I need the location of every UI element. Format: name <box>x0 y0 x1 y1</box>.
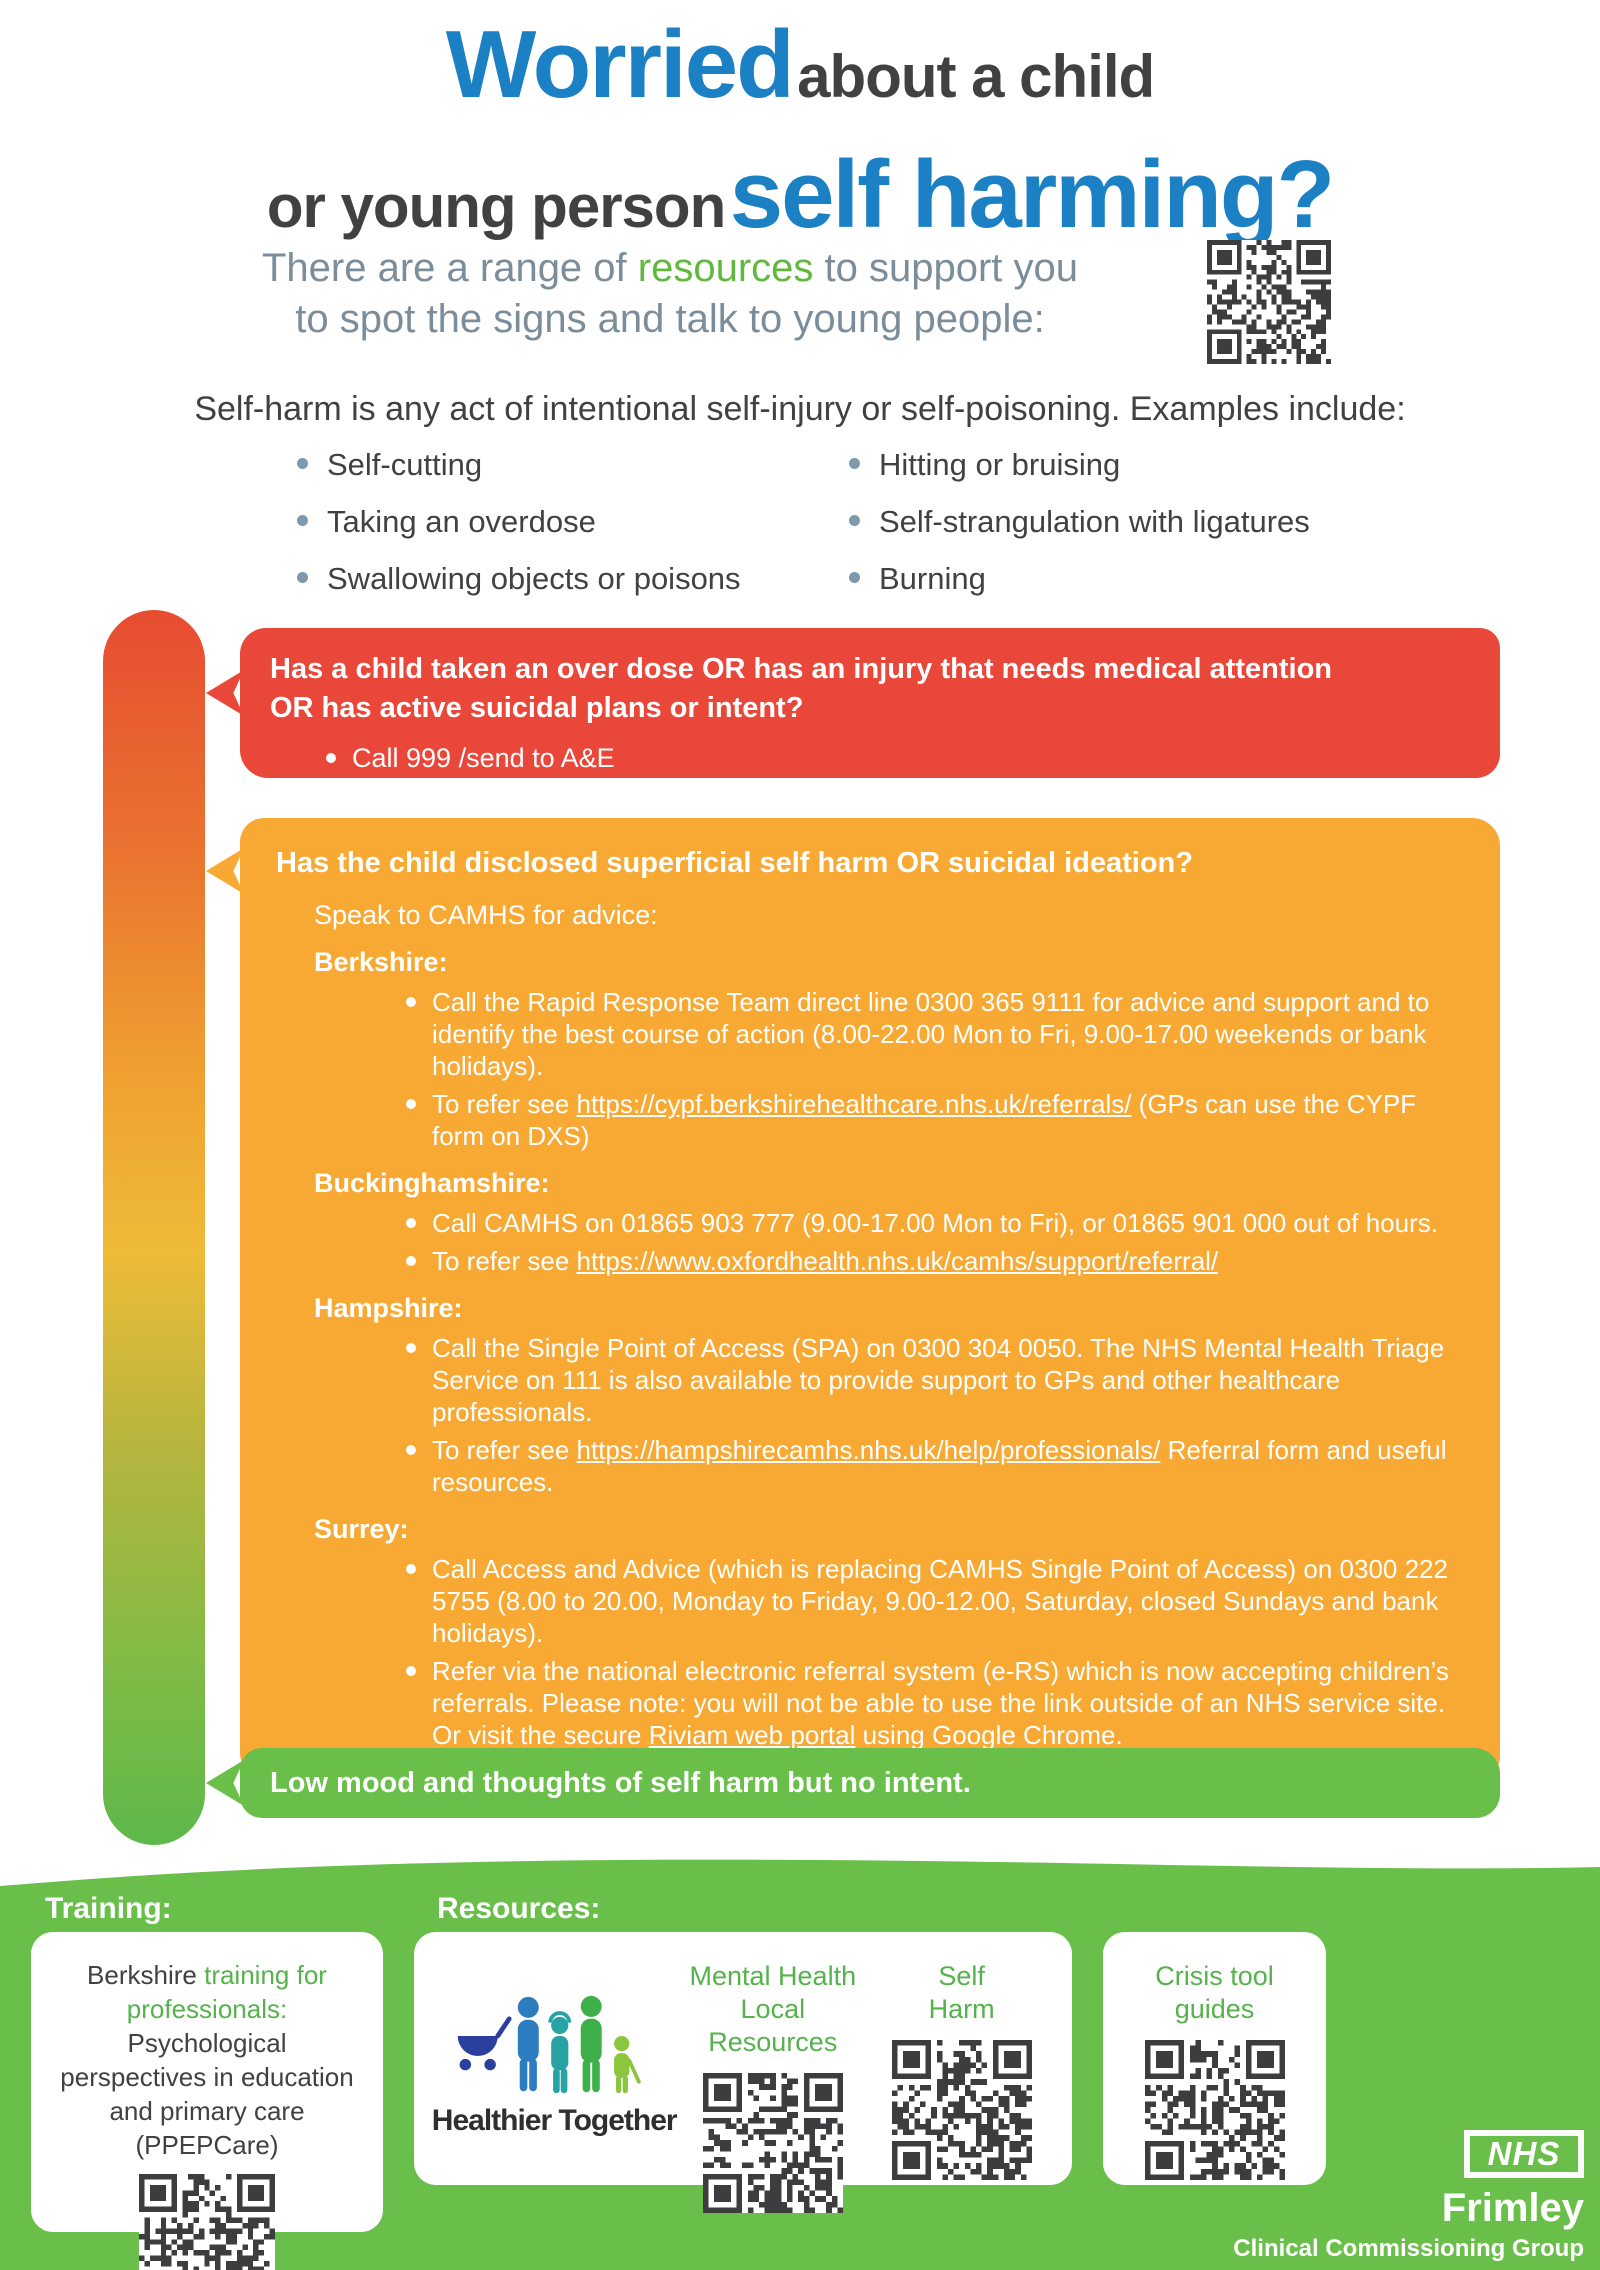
advice-item: Call Access and Advice (which is replaci… <box>404 1553 1464 1649</box>
qr-label: Mental Health Local Resources <box>689 1961 857 2057</box>
healthier-together-wordmark: Healthier Together <box>431 2104 678 2137</box>
region-name: Buckinghamshire: <box>314 1168 550 1198</box>
training-card: Berkshire training for professionals: Ps… <box>31 1932 383 2270</box>
subtitle: There are a range of resources to suppor… <box>150 243 1190 345</box>
examples-column-1: Self-cutting Taking an overdose Swallowi… <box>297 447 741 618</box>
green-heading: Low mood and thoughts of self harm but n… <box>270 1766 971 1799</box>
title-word-selfharming: self harming? <box>729 141 1335 248</box>
resources-label: Resources: <box>437 1892 601 1925</box>
title-line-2: or young person self harming? <box>266 141 1335 248</box>
amber-intro: Speak to CAMHS for advice: <box>314 900 658 930</box>
advice-item: To refer see https://www.oxfordhealth.nh… <box>404 1245 1464 1277</box>
speech-tail <box>206 1760 244 1806</box>
camhs-amber-box: Has the child disclosed superficial self… <box>206 818 1500 1779</box>
riviam-portal-link[interactable]: Riviam web portal <box>648 1720 856 1750</box>
mental-health-resources-block: Mental Health Local Resources <box>678 1950 867 2213</box>
training-label: Training: <box>45 1892 172 1925</box>
qr-label: Self Harm <box>928 1961 995 2024</box>
list-item: Burning <box>849 561 1310 597</box>
region-surrey: Surrey: Call Access and Advice (which is… <box>276 1514 1464 1751</box>
child-figure-teal <box>548 2011 571 2094</box>
nhs-branding: NHS Frimley Clinical Commissioning Group <box>1024 2130 1584 2263</box>
hampshire-referral-link[interactable]: https://hampshirecamhs.nhs.uk/help/profe… <box>576 1435 1161 1465</box>
amber-heading: Has the child disclosed superficial self… <box>276 847 1193 879</box>
region-hampshire: Hampshire: Call the Single Point of Acce… <box>276 1293 1464 1498</box>
region-name: Berkshire: <box>314 947 448 977</box>
mental-health-qr-code <box>702 2073 843 2213</box>
title-word-worried: Worried <box>445 11 795 118</box>
severity-gradient-bar <box>103 610 205 1845</box>
list-item: Self-cutting <box>297 447 741 483</box>
low-mood-green-box: Low mood and thoughts of self harm but n… <box>206 1748 1500 1818</box>
list-item: Taking an overdose <box>297 504 741 540</box>
region-name: Surrey: <box>314 1514 409 1544</box>
speech-tail <box>206 670 244 716</box>
definition-intro: Self-harm is any act of intentional self… <box>194 390 1406 428</box>
resources-card: Healthier Together Mental Health Local R… <box>414 1932 1072 2213</box>
advice-item: To refer see https://cypf.berkshirehealt… <box>404 1088 1464 1152</box>
buckinghamshire-referral-link[interactable]: https://www.oxfordhealth.nhs.uk/camhs/su… <box>576 1246 1219 1276</box>
adult-figure-green <box>580 1995 602 2093</box>
list-item: Self-strangulation with ligatures <box>849 504 1310 540</box>
emergency-red-box: Has a child taken an over dose OR has an… <box>206 628 1500 778</box>
advice-item: Call the Rapid Response Team direct line… <box>404 986 1464 1082</box>
list-item: Hitting or bruising <box>849 447 1310 483</box>
self-harm-qr-code <box>891 2040 1032 2180</box>
footer-brush-edge <box>0 1859 1600 1890</box>
title-line-1: Worried about a child <box>445 11 1155 118</box>
advice-item: Call CAMHS on 01865 903 777 (9.00-17.00 … <box>404 1207 1464 1239</box>
self-harm-resources-block: Self Harm <box>867 1950 1056 2185</box>
berkshire-referral-link[interactable]: https://cypf.berkshirehealthcare.nhs.uk/… <box>576 1089 1132 1119</box>
training-card-text: Berkshire training for professionals: Ps… <box>60 1960 354 2160</box>
emergency-heading: Has a child taken an over dose OR has an… <box>270 653 1333 724</box>
adult-figure-blue <box>517 1996 539 2092</box>
emergency-action: Call 999 /send to A&E <box>324 742 1432 774</box>
subtitle-line-2: to spot the signs and talk to young peop… <box>295 297 1045 341</box>
subtitle-line-1: There are a range of resources to suppor… <box>261 246 1078 290</box>
region-buckinghamshire: Buckinghamshire: Call CAMHS on 01865 903… <box>276 1168 1464 1277</box>
org-name: Frimley <box>1441 2186 1584 2230</box>
page-title: Worried about a child or young person se… <box>0 14 1600 274</box>
advice-item: Call the Single Point of Access (SPA) on… <box>404 1332 1464 1428</box>
crisis-tool-qr-code <box>1144 2040 1285 2180</box>
region-berkshire: Berkshire: Call the Rapid Response Team … <box>276 947 1464 1152</box>
advice-item: Refer via the national electronic referr… <box>404 1655 1464 1751</box>
region-name: Hampshire: <box>314 1293 463 1323</box>
speech-tail <box>206 848 244 894</box>
pram-icon <box>457 2016 512 2071</box>
list-item: Swallowing objects or poisons <box>297 561 741 597</box>
qr-label: Crisis tool guides <box>1155 1961 1274 2024</box>
resources-qr-code <box>1207 240 1331 364</box>
advice-item: To refer see https://hampshirecamhs.nhs.… <box>404 1434 1464 1498</box>
resources-highlight: resources <box>637 246 814 290</box>
examples-column-2: Hitting or bruising Self-strangulation w… <box>849 447 1310 618</box>
crisis-tool-card: Crisis tool guides <box>1103 1932 1326 2185</box>
training-qr-code <box>139 2174 275 2270</box>
small-child-figure-lime <box>613 2035 641 2094</box>
org-subtitle: Clinical Commissioning Group <box>1233 2235 1584 2262</box>
healthier-together-logo: Healthier Together <box>430 1950 678 2185</box>
nhs-logo: NHS <box>1464 2130 1584 2178</box>
